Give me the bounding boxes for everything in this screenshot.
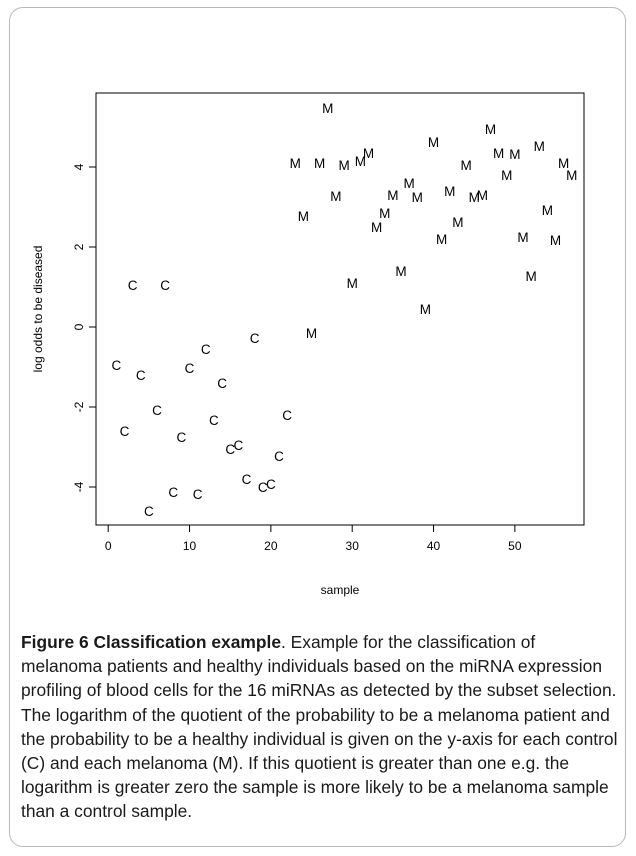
- point-M: M: [347, 276, 358, 291]
- point-C: C: [274, 449, 284, 464]
- y-tick-label: 0: [72, 323, 86, 330]
- point-M: M: [517, 230, 528, 245]
- point-C: C: [233, 438, 243, 453]
- point-C: C: [242, 472, 252, 487]
- point-M: M: [387, 188, 398, 203]
- point-M: M: [404, 176, 415, 191]
- point-M: M: [493, 146, 504, 161]
- point-M: M: [566, 168, 577, 183]
- point-C: C: [111, 358, 121, 373]
- point-C: C: [217, 376, 227, 391]
- point-M: M: [452, 215, 463, 230]
- point-C: C: [201, 342, 211, 357]
- point-C: C: [185, 361, 195, 376]
- point-M: M: [322, 101, 333, 116]
- point-M: M: [355, 154, 366, 169]
- x-tick-label: 30: [346, 539, 360, 553]
- point-M: M: [428, 135, 439, 150]
- point-M: M: [501, 168, 512, 183]
- y-tick-label: -2: [72, 401, 86, 412]
- point-C: C: [160, 278, 170, 293]
- point-C: C: [128, 278, 138, 293]
- point-M: M: [338, 158, 349, 173]
- point-M: M: [395, 264, 406, 279]
- point-M: M: [298, 209, 309, 224]
- point-M: M: [379, 206, 390, 221]
- point-C: C: [209, 413, 219, 428]
- y-tick-label: -4: [72, 481, 86, 492]
- point-M: M: [330, 189, 341, 204]
- y-tick-label: 2: [72, 243, 86, 250]
- figure-caption: Figure 6 Classification example. Example…: [21, 630, 621, 824]
- x-tick-label: 20: [264, 539, 278, 553]
- point-M: M: [412, 190, 423, 205]
- point-C: C: [177, 430, 187, 445]
- point-M: M: [558, 156, 569, 171]
- point-M: M: [469, 190, 480, 205]
- point-C: C: [136, 368, 146, 383]
- data-points: CCCCCCCCCCCCCCCCCCCCCCMMMMMMMMMMMMMMMMMM…: [111, 101, 577, 519]
- y-tick-label: 4: [72, 163, 86, 170]
- point-M: M: [477, 188, 488, 203]
- figure-frame: [9, 7, 626, 847]
- point-C: C: [225, 442, 235, 457]
- x-tick-label: 10: [183, 539, 197, 553]
- point-C: C: [120, 424, 130, 439]
- point-C: C: [168, 485, 178, 500]
- point-M: M: [363, 146, 374, 161]
- point-C: C: [250, 331, 260, 346]
- point-M: M: [485, 122, 496, 137]
- point-C: C: [266, 477, 276, 492]
- point-M: M: [460, 158, 471, 173]
- point-M: M: [436, 232, 447, 247]
- x-tick-label: 50: [508, 539, 522, 553]
- point-M: M: [420, 302, 431, 317]
- point-M: M: [371, 220, 382, 235]
- caption-text: . Example for the classification of mela…: [21, 632, 618, 822]
- y-axis: -4 -2 0 2 4: [72, 163, 97, 492]
- y-axis-label: log odds to be diseased: [31, 246, 45, 373]
- caption-title: Figure 6 Classification example: [21, 632, 281, 652]
- point-M: M: [550, 233, 561, 248]
- point-M: M: [509, 147, 520, 162]
- point-M: M: [444, 184, 455, 199]
- point-M: M: [314, 156, 325, 171]
- point-M: M: [526, 269, 537, 284]
- point-C: C: [282, 408, 292, 423]
- x-tick-label: 40: [427, 539, 441, 553]
- x-axis: 0 10 20 30 40 50: [105, 524, 522, 553]
- point-M: M: [306, 326, 317, 341]
- point-C: C: [144, 504, 154, 519]
- x-tick-label: 0: [105, 539, 112, 553]
- point-M: M: [290, 156, 301, 171]
- point-M: M: [534, 139, 545, 154]
- point-M: M: [542, 203, 553, 218]
- x-axis-label: sample: [321, 583, 360, 597]
- point-C: C: [193, 487, 203, 502]
- point-C: C: [258, 480, 268, 495]
- point-C: C: [152, 403, 162, 418]
